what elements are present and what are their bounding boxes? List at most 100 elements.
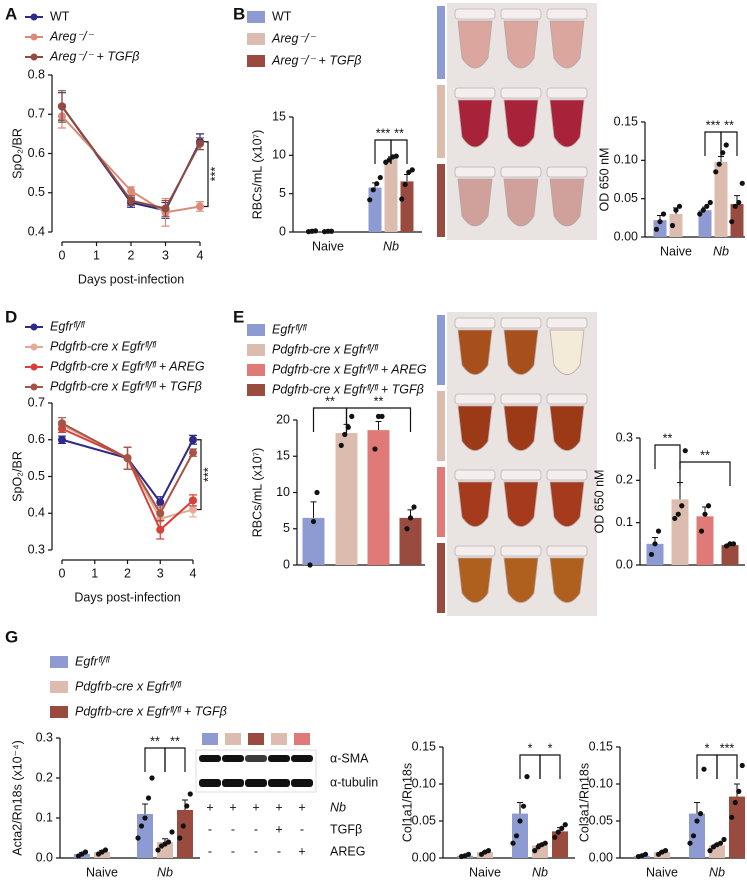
y-tick-label: 0 [283, 557, 290, 571]
y-tick-label: 15 [276, 449, 290, 463]
data-point [465, 851, 472, 857]
tube [457, 481, 493, 527]
data-point [177, 835, 183, 841]
bar [400, 181, 414, 232]
legend-label: Pdgfrb-cre x Egfrᶠˡ/ᶠˡ [50, 339, 157, 353]
y-tick-label: 0.5 [28, 185, 45, 199]
tube [549, 178, 585, 227]
data-point [559, 825, 565, 832]
data-point [189, 448, 197, 457]
legend-marker [30, 53, 38, 61]
condition-sign: + [275, 822, 282, 836]
legend-label: Pdgfrb-cre x Egfrᶠˡ/ᶠˡ [272, 342, 379, 356]
series-line [61, 424, 194, 520]
legend-label: Areg⁻/⁻ + TGFβ [271, 53, 361, 67]
tube-cap [454, 545, 496, 557]
y-axis-label: RBCs/mL (x10⁷) [250, 448, 264, 538]
y-tick-label: 0.1 [616, 515, 633, 529]
data-point [138, 823, 145, 829]
bar [177, 810, 193, 858]
condition-sign: - [277, 844, 281, 858]
data-point [729, 219, 735, 225]
data-point [169, 829, 175, 835]
data-point [513, 833, 520, 839]
data-point [736, 788, 742, 795]
group-stripe [437, 315, 445, 385]
blot-band [268, 779, 290, 787]
significance-bracket [679, 461, 731, 486]
data-point [338, 442, 344, 448]
y-tick-label: 0.00 [614, 229, 638, 243]
x-tick-label: 4 [190, 566, 197, 580]
error-bar [404, 174, 410, 182]
y-tick-label: 0.0 [36, 850, 53, 864]
significance-label: ** [374, 394, 384, 408]
data-point [648, 551, 655, 558]
data-point [642, 851, 649, 857]
significance-bracket [164, 747, 186, 772]
y-tick-label: 0.6 [28, 432, 45, 446]
significance-label: *** [208, 167, 222, 182]
data-point [721, 836, 727, 843]
data-point [552, 834, 558, 840]
error-bar [375, 420, 382, 431]
data-point [707, 199, 713, 206]
condition-sign: + [298, 844, 305, 858]
data-point [402, 181, 408, 188]
panel-letter: E [233, 307, 244, 326]
tube-cap [500, 317, 542, 329]
x-tick-label: Naive [660, 244, 692, 258]
significance-bracket [519, 754, 541, 779]
significance-label: * [528, 741, 533, 755]
legend-swatch [247, 55, 265, 67]
x-tick-label: Naive [312, 239, 344, 253]
data-point [739, 180, 745, 186]
significance-label: *** [376, 126, 391, 140]
significance-bracket [654, 444, 681, 469]
data-point [372, 446, 378, 452]
data-point [189, 435, 197, 444]
group-stripe [437, 6, 445, 79]
condition-sign: - [231, 844, 235, 858]
tube [457, 557, 493, 603]
blot-frame [195, 749, 317, 793]
x-tick-label: 2 [124, 566, 131, 580]
series-line [61, 438, 194, 505]
legend-label: WT [50, 9, 70, 23]
legend-marker [30, 323, 38, 331]
tube-cap [546, 469, 588, 481]
tube-cap [546, 545, 588, 557]
panel-letter: A [5, 4, 17, 23]
data-point [407, 515, 414, 521]
tube [457, 329, 493, 375]
data-point [676, 203, 683, 209]
y-axis-label: SpO₂/BR [10, 451, 24, 502]
data-point [367, 197, 373, 203]
y-axis-label: SpO₂/BR [10, 128, 24, 179]
data-point [485, 848, 492, 854]
legend-label: Pdgfrb-cre x Egfrᶠˡ/ᶠˡ [75, 679, 182, 693]
y-axis-label: OD 650 nM [597, 148, 611, 212]
y-tick-label: 0.4 [28, 224, 45, 238]
bar [367, 430, 390, 565]
blot-band [222, 779, 244, 787]
significance-label: *** [706, 118, 721, 132]
panel-letter: D [5, 307, 17, 326]
y-tick-label: 0.7 [28, 395, 45, 409]
y-tick-label: 0.4 [28, 506, 45, 520]
bar [671, 499, 689, 565]
blot-band [291, 755, 313, 762]
y-tick-label: 0.05 [589, 813, 613, 827]
tube-cap [546, 87, 588, 99]
y-tick-label: 0.10 [412, 776, 436, 790]
y-tick-label: 0.2 [36, 770, 53, 784]
tube [457, 405, 493, 451]
bar [654, 852, 670, 858]
data-point [732, 203, 738, 209]
data-point [682, 448, 688, 454]
legend-swatch [247, 344, 265, 356]
condition-sign: - [254, 822, 258, 836]
x-tick-label: 0 [59, 248, 66, 262]
blot-band [245, 755, 267, 762]
bar [669, 214, 683, 237]
